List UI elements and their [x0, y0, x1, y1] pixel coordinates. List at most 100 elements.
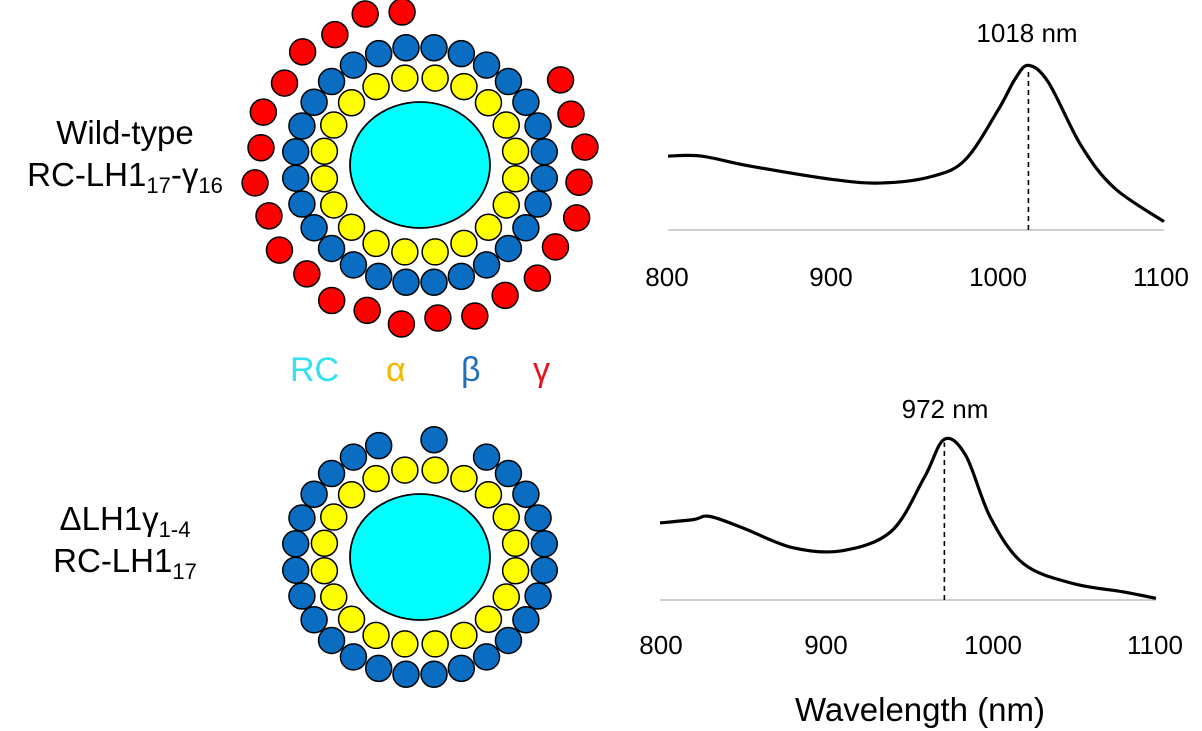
beta-subunit — [524, 112, 552, 140]
legend-alpha: α — [386, 351, 406, 389]
gamma-subunit — [388, 0, 416, 26]
beta-subunit — [281, 164, 310, 192]
mutant-name-sub: 1-4 — [158, 517, 191, 542]
legend-rc: RC — [290, 351, 340, 389]
alpha-subunit — [421, 238, 449, 266]
beta-subunit — [524, 190, 552, 218]
alpha-subunit — [337, 481, 366, 509]
alpha-subunit — [501, 137, 530, 165]
gamma-subunit — [317, 286, 346, 315]
alpha-subunit — [421, 64, 449, 92]
alpha-subunit — [474, 605, 503, 633]
gamma-subunit — [288, 38, 317, 66]
beta-subunit — [339, 51, 368, 79]
beta-subunit — [524, 504, 552, 532]
alpha-subunit — [474, 89, 503, 117]
alpha-subunit — [450, 621, 478, 650]
bottom-tick-label: 1000 — [964, 630, 1022, 660]
alpha-subunit — [337, 605, 366, 633]
beta-subunit — [494, 67, 523, 96]
beta-subunit — [300, 480, 328, 508]
beta-subunit — [364, 431, 393, 460]
alpha-subunit — [421, 456, 449, 484]
rc-core — [349, 493, 491, 621]
wild-type-complex-diagram — [241, 0, 599, 338]
beta-subunit — [281, 556, 310, 584]
beta-subunit — [392, 268, 420, 297]
gamma-subunit — [557, 100, 585, 128]
top-peak-label: 1018 nm — [976, 18, 1078, 48]
bottom-peak-label: 972 nm — [901, 394, 989, 424]
beta-subunit — [392, 33, 420, 62]
gamma-subunit — [562, 204, 591, 232]
mutant-complex-base: RC-LH1 — [53, 542, 173, 579]
alpha-subunit — [362, 464, 390, 493]
beta-subunit — [339, 443, 368, 471]
beta-subunit — [494, 234, 523, 263]
beta-subunit — [512, 88, 540, 116]
alpha-subunit — [474, 481, 503, 509]
beta-subunit — [472, 51, 501, 79]
alpha-subunit — [320, 111, 348, 139]
gamma-subunit — [265, 236, 294, 264]
alpha-subunit — [320, 583, 348, 611]
beta-subunit — [420, 268, 448, 297]
alpha-subunit — [474, 213, 503, 241]
mutant-complex-name: RC-LH117 — [0, 540, 250, 584]
gamma-subunit — [571, 133, 599, 161]
beta-subunit — [530, 556, 559, 584]
alpha-subunit — [421, 630, 449, 658]
wild-type-label: Wild-type RC-LH117-γ16 — [0, 112, 250, 198]
mutant-name: ΔLH1γ1-4 — [0, 498, 250, 542]
gamma-subunit — [321, 20, 349, 49]
x-axis-label: Wavelength (nm) — [794, 691, 1046, 728]
gamma-subunit — [247, 134, 275, 162]
wild-type-spectrum-chart — [667, 63, 1165, 231]
alpha-subunit — [337, 89, 366, 117]
beta-subunit — [300, 214, 328, 242]
alpha-subunit — [362, 72, 390, 101]
gamma-subunit — [270, 69, 299, 97]
gamma-subunit — [546, 66, 575, 94]
gamma-subunit — [351, 0, 379, 28]
mutant-complex-diagram — [281, 425, 559, 689]
gamma-subunit — [249, 98, 278, 126]
beta-subunit — [472, 251, 501, 279]
beta-subunit — [281, 138, 310, 166]
beta-subunit — [392, 660, 420, 689]
beta-subunit — [472, 443, 501, 471]
beta-subunit — [364, 39, 393, 68]
alpha-subunit — [450, 464, 478, 493]
wild-type-complex-base: RC-LH1 — [27, 156, 147, 193]
wild-type-complex-sub1: 17 — [146, 173, 171, 198]
beta-subunit — [364, 262, 393, 291]
beta-subunit — [512, 214, 540, 242]
alpha-subunit — [362, 621, 390, 650]
beta-subunit — [288, 112, 316, 140]
top-tick-label: 1100 — [1133, 262, 1189, 292]
gamma-subunit — [241, 169, 269, 197]
top-tick-label: 800 — [645, 262, 689, 292]
alpha-subunit — [391, 456, 419, 484]
beta-subunit — [494, 626, 523, 655]
alpha-subunit — [310, 557, 339, 585]
beta-subunit — [317, 234, 346, 263]
alpha-subunit — [492, 111, 520, 139]
beta-subunit — [524, 582, 552, 610]
top-tick-label: 900 — [809, 262, 853, 292]
beta-subunit — [447, 39, 476, 68]
gamma-subunit — [541, 233, 570, 261]
beta-subunit — [447, 654, 476, 683]
alpha-subunit — [501, 165, 530, 193]
wild-type-complex-mid: -γ — [170, 156, 199, 193]
mutant-complex-sub: 17 — [172, 559, 197, 584]
beta-subunit — [300, 88, 328, 116]
alpha-subunit — [501, 529, 530, 557]
alpha-subunit — [391, 238, 419, 266]
alpha-subunit — [310, 529, 339, 557]
alpha-subunit — [391, 64, 419, 92]
beta-subunit — [530, 164, 559, 192]
beta-subunit — [288, 190, 316, 218]
